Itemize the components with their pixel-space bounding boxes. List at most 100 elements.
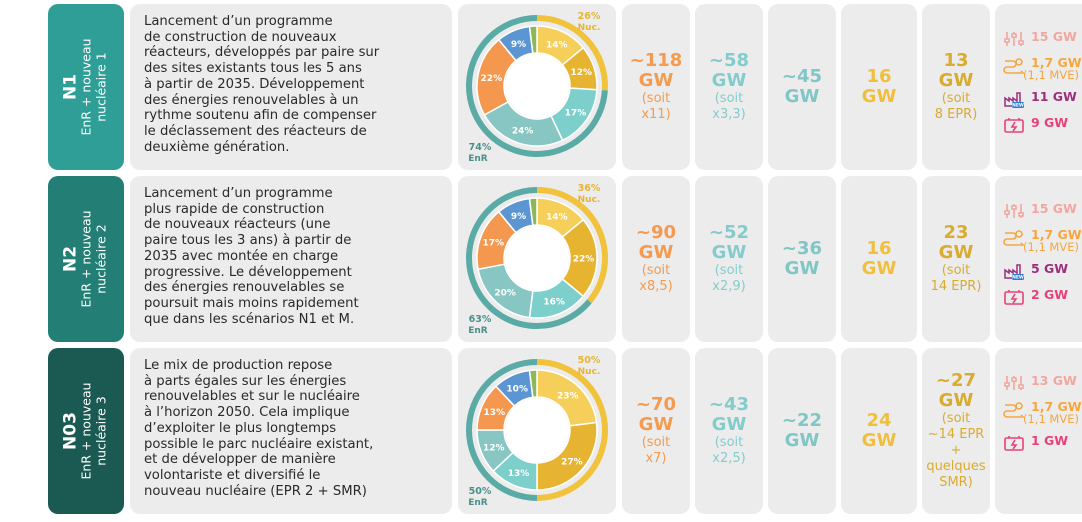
- flexibility-value: 1,7 GW: [1031, 399, 1082, 414]
- flexibility-item: NEW 11 GW: [1003, 90, 1082, 108]
- capacity-value: 16: [866, 238, 892, 259]
- capacity-value: ~58: [708, 50, 750, 71]
- description-line: possible le parc nucléaire existant,: [144, 436, 374, 452]
- description-line: Lancement d’un programme: [144, 14, 333, 29]
- flexibility-column: 13 GW 1,7 GW (1,1 MVE) 1 GW: [995, 348, 1082, 514]
- capacity-column-2: ~58 GW (soit x3,3): [695, 4, 763, 170]
- description-line: rythme soutenu afin de compenser: [144, 108, 377, 124]
- capacity-value: ~118: [629, 50, 683, 71]
- capacity-note: (soit: [641, 263, 671, 278]
- capacity-column-2: ~43 GW (soit x2,5): [695, 348, 763, 514]
- capacity-note: x2,9): [712, 279, 746, 294]
- donut-slice-label: 24%: [512, 127, 534, 137]
- capacity-unit: GW: [938, 390, 974, 411]
- capacity-unit: GW: [784, 258, 820, 279]
- scenario-subtitle-1: EnR + nouveau: [78, 38, 94, 136]
- scenario-description: Le mix de production repose à parts égal…: [130, 348, 452, 514]
- donut-slice-label: 17%: [565, 109, 587, 119]
- capacity-note: (soit: [641, 435, 671, 450]
- capacity-note: 14 EPR): [930, 279, 982, 294]
- description-line: renouvelables et sur le nucléaire: [144, 389, 360, 405]
- sliders-icon: [1004, 204, 1024, 218]
- scenario-subtitle-2: nucléaire 1: [93, 52, 109, 122]
- donut-slice-label: 16%: [543, 298, 565, 308]
- flexibility-value: 9 GW: [1031, 115, 1069, 130]
- scenario-row: N2 EnR + nouveau nucléaire 2 Lancement d…: [48, 176, 1082, 342]
- capacity-value: ~45: [781, 66, 823, 87]
- scenario-code: N2: [60, 245, 81, 273]
- renewable-word-label: EnR: [468, 326, 488, 336]
- capacity-unit: GW: [938, 242, 974, 263]
- donut-slice-label: 14%: [546, 40, 568, 50]
- capacity-note: x8,5): [639, 279, 673, 294]
- donut-slice-label: 10%: [506, 384, 528, 394]
- description-line: à partir de 2035. Développement: [144, 76, 365, 92]
- description-line: le déclassement des réacteurs de: [144, 123, 367, 139]
- donut-slice-label: 22%: [481, 74, 503, 84]
- capacity-unit: GW: [638, 414, 674, 435]
- battery-icon: [1004, 118, 1024, 133]
- description-line: 2035 avec montée en charge: [144, 248, 339, 264]
- description-line: deuxième génération.: [144, 139, 290, 155]
- capacity-note: (soit: [941, 263, 971, 278]
- description-line: de construction de nouveaux: [144, 29, 337, 45]
- capacity-note: (soit: [714, 91, 744, 106]
- capacity-note: (soit: [714, 263, 744, 278]
- capacity-column-1: ~118 GW (soit x11): [622, 4, 690, 170]
- scenario-label: N03 EnR + nouveau nucléaire 3: [48, 348, 124, 514]
- flexibility-value: 15 GW: [1031, 29, 1077, 44]
- capacity-unit: GW: [711, 70, 747, 91]
- factory-new-icon: NEW: [1004, 264, 1024, 281]
- scenario-subtitle-1: EnR + nouveau: [78, 210, 94, 308]
- factory-new-icon: NEW: [1004, 92, 1024, 109]
- nuclear-word-label: Nuc.: [578, 23, 601, 33]
- svg-text:NEW: NEW: [1012, 275, 1024, 281]
- capacity-value: 16: [866, 66, 892, 87]
- donut-hole: [505, 398, 569, 462]
- capacity-column-5: 13 GW (soit 8 EPR): [922, 4, 990, 170]
- capacity-note: x7): [645, 451, 667, 466]
- donut-slice-label: 20%: [494, 288, 516, 298]
- sliders-icon: [1004, 32, 1024, 46]
- scenario-row: N03 EnR + nouveau nucléaire 3 Le mix de …: [48, 348, 1082, 514]
- scenario-description: Lancement d’un programme de construction…: [130, 4, 452, 170]
- flexibility-value: 2 GW: [1031, 287, 1069, 302]
- donut-slice-label: 27%: [561, 457, 583, 467]
- capacity-column-3: ~36 GW: [768, 176, 836, 342]
- donut-slice-label: 23%: [557, 392, 579, 402]
- capacity-column-3: ~45 GW: [768, 4, 836, 170]
- capacity-note: SMR): [939, 475, 973, 490]
- scenario-label: N2 EnR + nouveau nucléaire 2: [48, 176, 124, 342]
- donut-slice-label: 22%: [573, 255, 595, 265]
- description-line: plus rapide de construction: [144, 201, 325, 217]
- capacity-unit: GW: [784, 430, 820, 451]
- capacity-note: x2,5): [712, 451, 746, 466]
- donut-slice-label: 17%: [482, 239, 504, 249]
- capacity-value: 23: [943, 222, 969, 243]
- scenario-code: N1: [60, 73, 81, 101]
- description-line: et de développer de manière: [144, 452, 336, 468]
- description-line: volontariste et diversifié le: [144, 467, 321, 483]
- donut-slice-6: [528, 197, 538, 227]
- scenario-description: Lancement d’un programme plus rapide de …: [130, 176, 452, 342]
- capacity-column-4: 16 GW: [841, 176, 917, 342]
- donut-slice-6: [528, 25, 538, 55]
- description-line: de nouveaux réacteurs (une: [144, 217, 331, 233]
- renewable-share-label: 63%: [469, 314, 492, 325]
- flexibility-item: 15 GW: [1003, 30, 1082, 48]
- flexibility-value: 1,7 GW: [1031, 227, 1082, 242]
- description-line: d’exploiter le plus longtemps: [144, 420, 337, 436]
- nuclear-word-label: Nuc.: [578, 367, 601, 377]
- capacity-value: ~27: [935, 370, 977, 391]
- mix-donut-chart: 23% 27% 13% 12% 13% 10% 50% Nuc. 50% EnR: [466, 355, 608, 508]
- capacity-column-4: 16 GW: [841, 4, 917, 170]
- sliders-icon: [1004, 376, 1024, 390]
- scenario-subtitle-1: EnR + nouveau: [78, 382, 94, 480]
- flexibility-value: 15 GW: [1031, 201, 1077, 216]
- donut-hole: [505, 226, 569, 290]
- donut-slice-label: 9%: [511, 40, 526, 50]
- description-line: que dans les scénarios N1 et M.: [144, 311, 355, 327]
- description-line: à parts égales sur les énergies: [144, 373, 347, 389]
- svg-text:NEW: NEW: [1012, 103, 1024, 109]
- renewable-share-ring: [466, 187, 592, 329]
